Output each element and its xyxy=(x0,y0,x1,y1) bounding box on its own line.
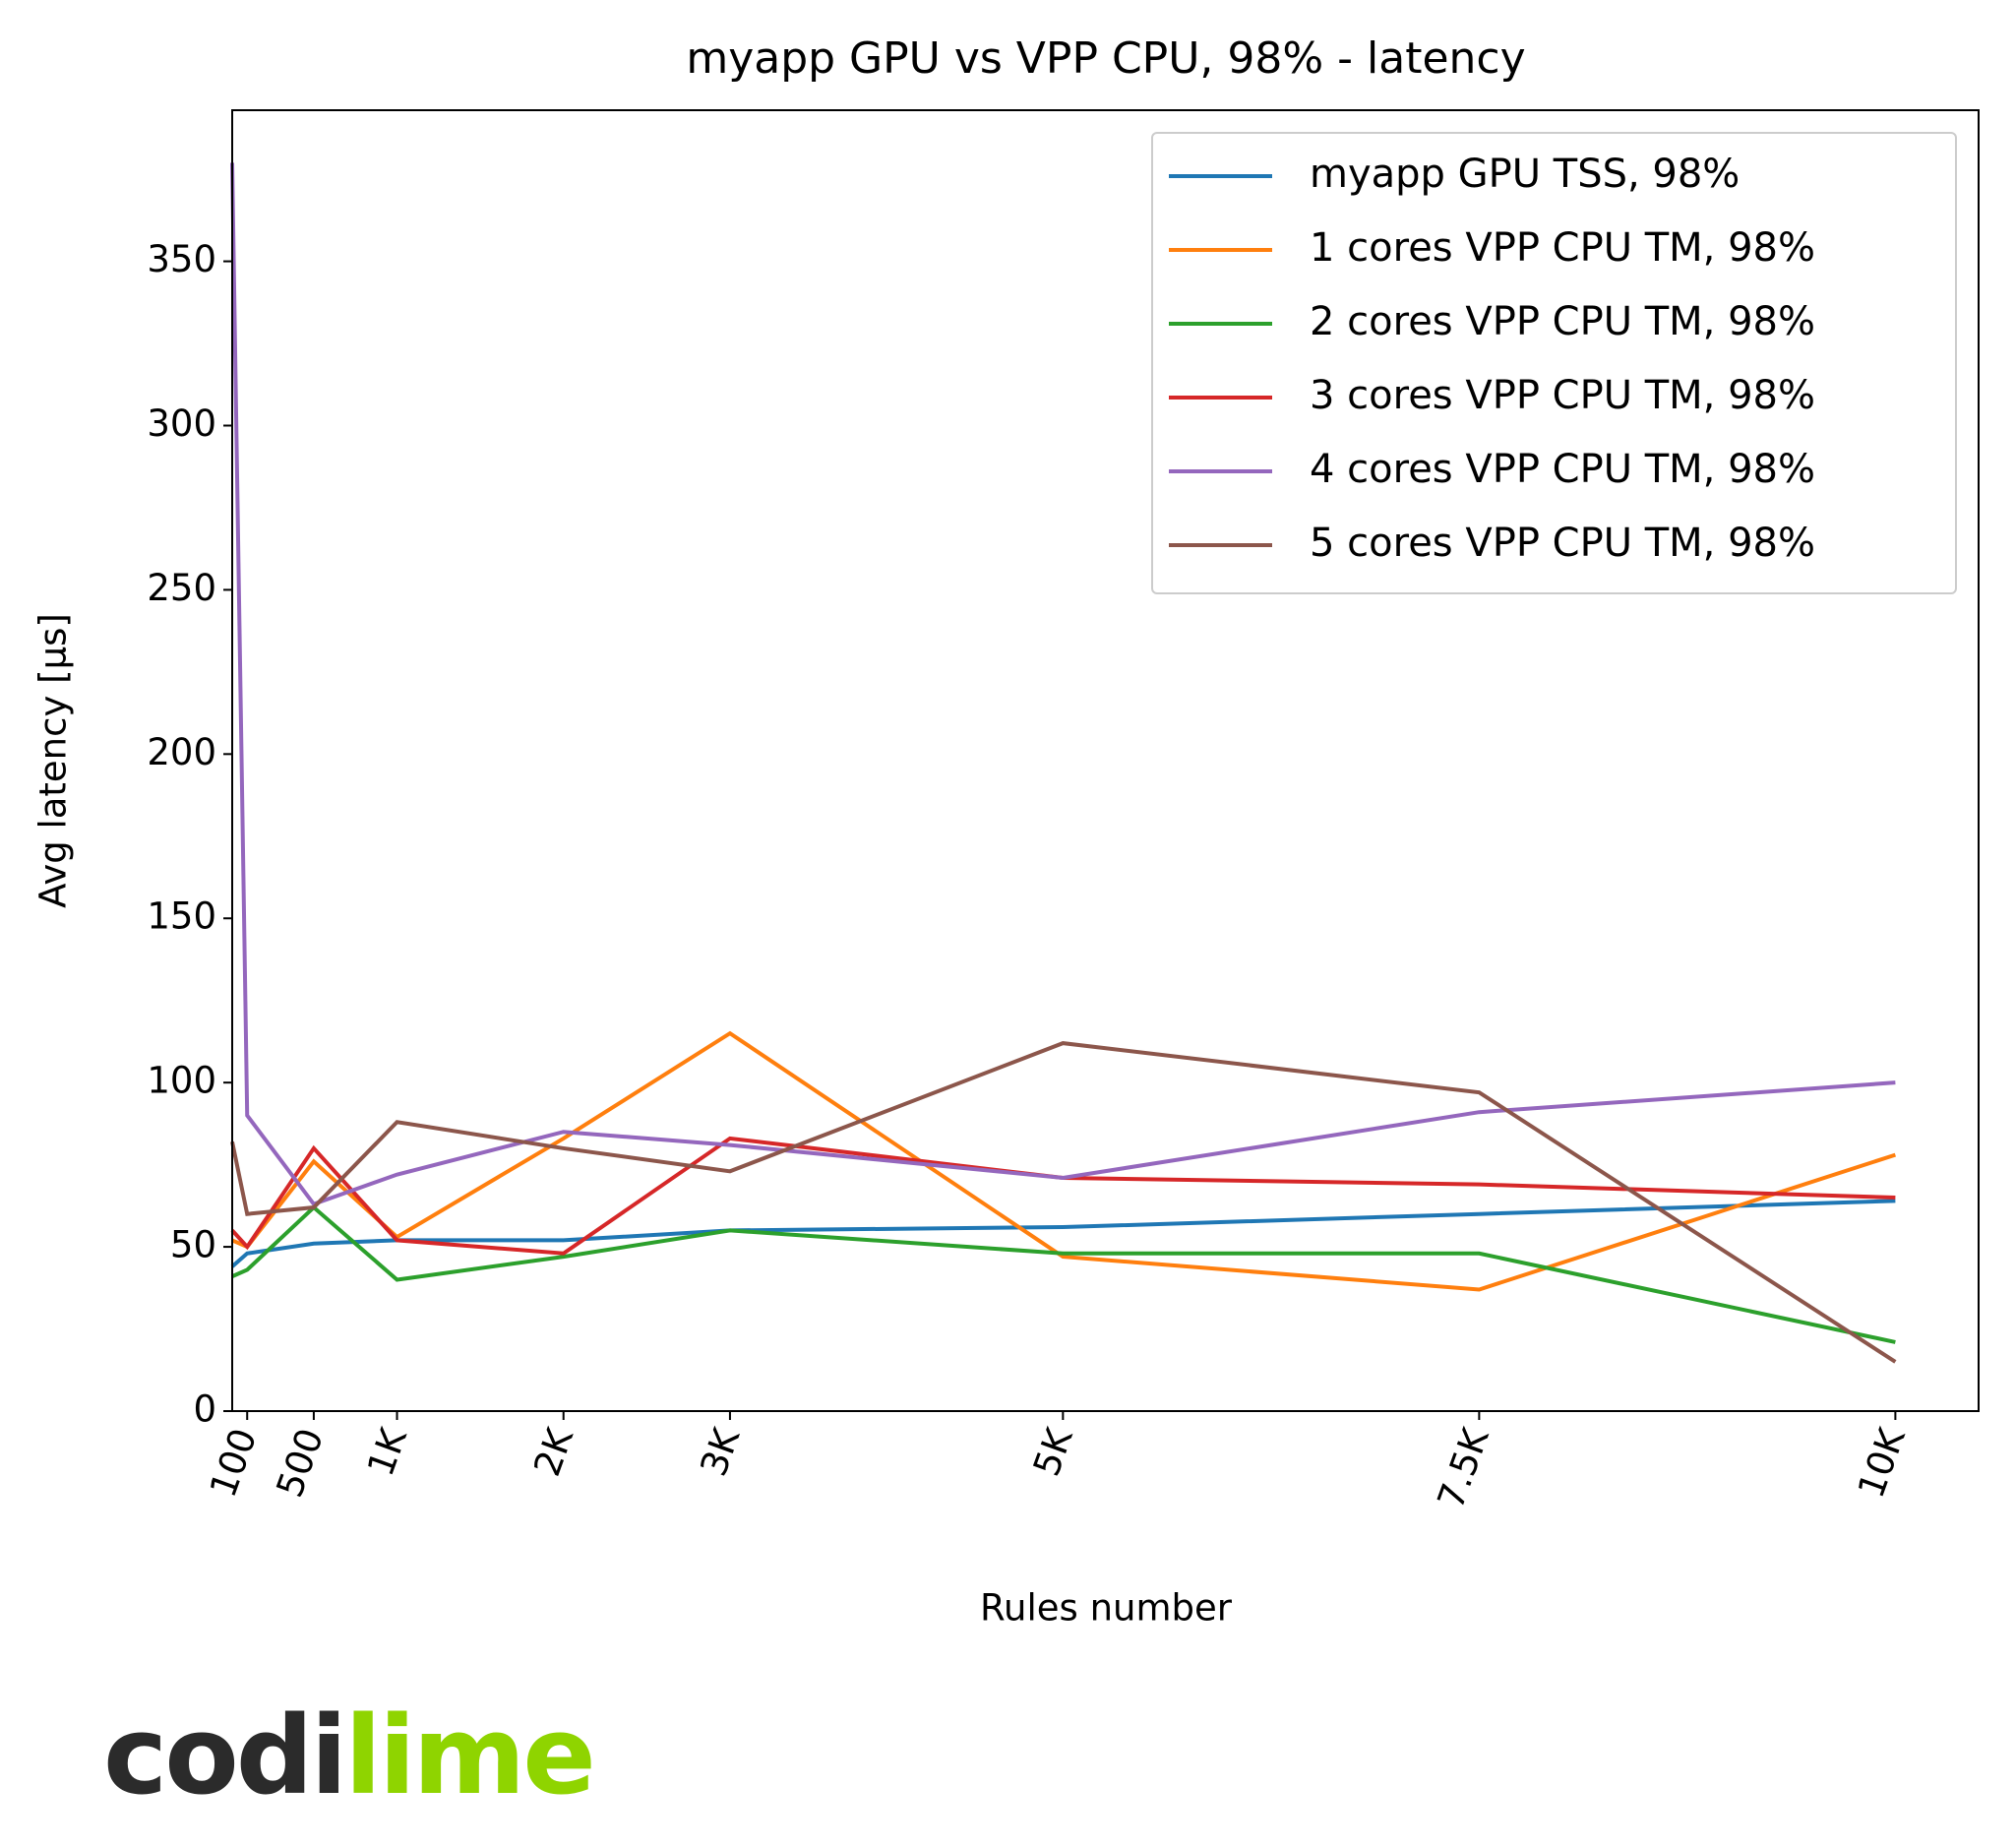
legend-box xyxy=(1151,132,1957,594)
x-tick-label: 1K xyxy=(359,1421,415,1481)
x-tick-label: 500 xyxy=(269,1423,333,1503)
series-line xyxy=(230,1041,1897,1364)
x-tick-label: 7.5K xyxy=(1430,1421,1497,1513)
x-tick-label: 100 xyxy=(202,1423,266,1503)
legend-label: 4 cores VPP CPU TM, 98% xyxy=(1310,447,1815,492)
x-tick-label: 2K xyxy=(525,1421,581,1481)
y-tick-label: 300 xyxy=(147,402,216,445)
y-tick-label: 100 xyxy=(147,1060,216,1102)
legend-label: 2 cores VPP CPU TM, 98% xyxy=(1310,299,1815,344)
y-tick-label: 200 xyxy=(147,731,216,773)
logo: codilime xyxy=(103,1693,593,1818)
y-tick-label: 150 xyxy=(147,895,216,938)
y-tick-label: 250 xyxy=(147,567,216,609)
series-line xyxy=(230,1136,1896,1256)
logo-part: lime xyxy=(344,1693,593,1818)
legend-label: myapp GPU TSS, 98% xyxy=(1310,152,1740,197)
y-tick-label: 350 xyxy=(147,238,216,280)
series-line xyxy=(231,1204,1896,1344)
x-tick-label: 10K xyxy=(1850,1421,1914,1503)
chart-title: myapp GPU vs VPP CPU, 98% - latency xyxy=(686,33,1525,84)
plot-frame xyxy=(231,109,1980,1412)
series-line xyxy=(230,162,1896,1207)
legend-label: 5 cores VPP CPU TM, 98% xyxy=(1310,521,1815,566)
y-tick-label: 50 xyxy=(170,1224,216,1266)
legend-label: 3 cores VPP CPU TM, 98% xyxy=(1310,373,1815,418)
y-tick-label: 0 xyxy=(193,1388,216,1431)
legend-label: 1 cores VPP CPU TM, 98% xyxy=(1310,225,1815,271)
x-tick-label: 5K xyxy=(1025,1421,1081,1481)
series-line xyxy=(231,1030,1897,1292)
x-tick-label: 3K xyxy=(692,1421,748,1481)
logo-part: codi xyxy=(103,1693,344,1818)
y-axis-label: Avg latency [μs] xyxy=(32,613,75,908)
x-axis-label: Rules number xyxy=(980,1587,1233,1630)
